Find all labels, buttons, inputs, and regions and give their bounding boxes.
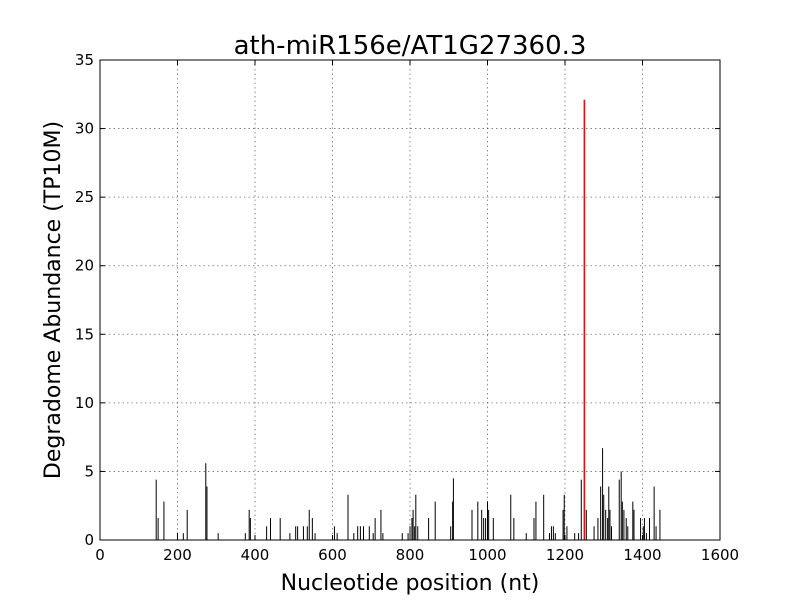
y-tick-label: 0 [84,531,94,549]
y-tick-label: 10 [75,394,94,412]
data-series [155,448,661,540]
y-tick-label: 5 [84,462,94,480]
x-axis-label: Nucleotide position (nt) [281,571,540,596]
x-tick-label: 1400 [623,546,661,564]
y-tick-label: 25 [75,188,94,206]
x-tick-label: 1200 [546,546,584,564]
x-tick-label: 1000 [468,546,506,564]
y-tick-label: 30 [75,120,94,138]
x-tick-label: 0 [95,546,105,564]
y-tick-label: 15 [75,325,94,343]
chart-title: ath-miR156e/AT1G27360.3 [234,31,587,61]
y-tick-label: 35 [75,51,94,69]
x-tick-label: 800 [396,546,425,564]
y-tick-label: 20 [75,257,94,275]
grid [99,59,721,541]
x-tick-label: 400 [241,546,270,564]
x-tick-label: 1600 [701,546,739,564]
y-axis: 0 5 10 15 20 25 30 35 [75,51,720,549]
y-axis-label: Degradome Abundance (TP10M) [41,121,66,479]
x-axis: 0 200 400 600 800 1000 1200 1400 1600 [95,60,739,564]
x-tick-label: 200 [163,546,192,564]
x-tick-label: 600 [318,546,347,564]
